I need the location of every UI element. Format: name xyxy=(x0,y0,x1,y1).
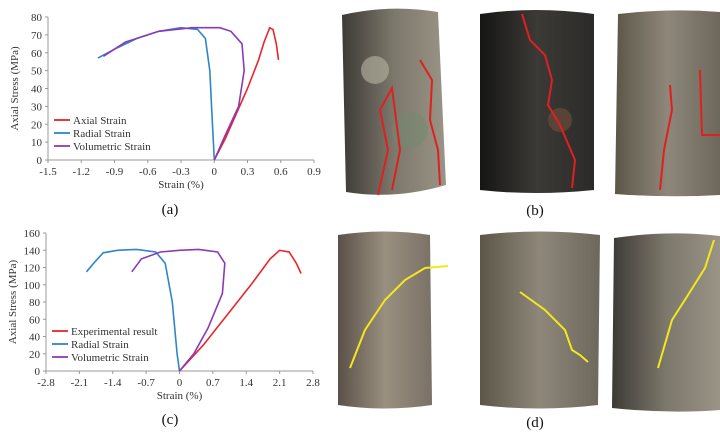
x-tick-label: -1.2 xyxy=(73,166,90,178)
y-tick-label: 40 xyxy=(31,84,43,96)
panel-label: (b) xyxy=(526,203,544,219)
y-tick-label: 50 xyxy=(31,66,43,78)
rock-photo xyxy=(615,10,720,196)
rock-photo xyxy=(612,233,720,411)
x-axis-label: Strain (%) xyxy=(157,390,203,402)
x-tick-label: 2.8 xyxy=(306,377,320,389)
x-tick-label: 0.6 xyxy=(274,166,288,178)
photo-group-b xyxy=(342,9,720,197)
y-tick-label: 10 xyxy=(31,137,43,149)
y-tick-label: 80 xyxy=(29,297,41,309)
rock-texture xyxy=(361,56,389,84)
legend-label: Radial Strain xyxy=(73,128,131,140)
x-tick-label: -0.6 xyxy=(139,166,157,178)
y-tick-label: 160 xyxy=(24,228,41,240)
x-tick-label: -2.8 xyxy=(37,377,55,389)
rock-photo xyxy=(338,232,432,409)
y-tick-label: 140 xyxy=(24,245,41,257)
x-tick-label: 0.3 xyxy=(241,166,255,178)
legend-label: Axial Strain xyxy=(73,115,127,127)
legend-label: Volumetric Strain xyxy=(71,352,149,364)
x-tick-label: 0 xyxy=(212,166,218,178)
panel-label: (d) xyxy=(526,415,544,431)
legend-label: Volumetric Strain xyxy=(73,141,151,153)
y-tick-label: 70 xyxy=(31,30,43,42)
x-tick-label: -2.1 xyxy=(71,377,88,389)
figure: (a) (b) (c) (d) 0 10 20 30 40 50 60 70 80 -1.5 -1.… xyxy=(0,0,720,438)
legend-label: Experimental result xyxy=(71,326,157,338)
data-line xyxy=(214,28,278,160)
y-axis-label: Axial Stress (MPa) xyxy=(7,260,19,345)
y-tick-label: 60 xyxy=(31,48,43,60)
y-tick-label: 60 xyxy=(29,314,41,326)
x-tick-label: 0 xyxy=(177,377,183,389)
y-tick-label: 40 xyxy=(29,332,41,344)
panel-label: (a) xyxy=(162,202,179,218)
y-tick-label: 20 xyxy=(31,119,43,131)
x-tick-label: -1.5 xyxy=(39,166,57,178)
photo-group-d xyxy=(338,232,720,412)
data-line xyxy=(180,250,302,371)
y-tick-label: 80 xyxy=(31,12,43,24)
rock-photo xyxy=(480,10,594,193)
x-tick-label: -1.4 xyxy=(104,377,122,389)
y-tick-label: 20 xyxy=(29,349,41,361)
y-tick-label: 120 xyxy=(24,263,41,275)
x-tick-label: -0.9 xyxy=(106,166,124,178)
y-tick-label: 100 xyxy=(24,280,41,292)
x-tick-label: 2.1 xyxy=(273,377,287,389)
x-tick-label: 0.7 xyxy=(206,377,220,389)
x-tick-label: -0.7 xyxy=(137,377,155,389)
x-tick-label: 1.4 xyxy=(239,377,253,389)
y-axis-label: Axial Stress (MPa) xyxy=(9,46,21,131)
x-axis-label: Strain (%) xyxy=(158,179,204,191)
y-tick-label: 30 xyxy=(31,101,43,113)
panel-label: (c) xyxy=(162,412,179,428)
x-tick-label: -0.3 xyxy=(172,166,190,178)
legend-label: Radial Strain xyxy=(71,339,129,351)
rock-photo xyxy=(480,232,600,409)
x-tick-label: 0.9 xyxy=(307,166,321,178)
